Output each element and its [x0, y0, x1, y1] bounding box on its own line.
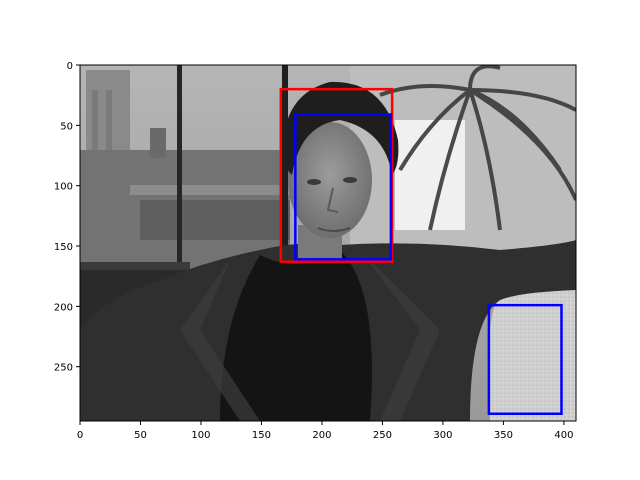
axes-frame	[79, 64, 577, 422]
y-tick-label: 200	[54, 302, 73, 313]
y-tick-label: 100	[54, 182, 73, 193]
x-tick-label: 50	[134, 430, 147, 441]
x-tick-label: 400	[554, 430, 573, 441]
x-tick-label: 100	[191, 430, 210, 441]
x-tick-label: 0	[77, 430, 83, 441]
y-tick-label: 150	[54, 242, 73, 253]
photo	[80, 65, 576, 421]
x-tick-label: 350	[494, 430, 513, 441]
y-tick-label: 250	[54, 363, 73, 374]
y-tick-label: 50	[60, 121, 73, 132]
detection-box-blue-face	[294, 113, 393, 261]
x-tick-label: 300	[433, 430, 452, 441]
y-axis: 0 50 100 150 200 250	[54, 61, 80, 374]
y-tick-label: 0	[67, 61, 73, 72]
x-tick-label: 250	[373, 430, 392, 441]
x-tick-label: 200	[312, 430, 331, 441]
detection-boxes	[279, 87, 563, 416]
detection-box-blue-couch	[487, 303, 563, 416]
x-axis: 0 50 100 150 200 250 300 350 400	[77, 421, 573, 441]
x-tick-label: 150	[252, 430, 271, 441]
